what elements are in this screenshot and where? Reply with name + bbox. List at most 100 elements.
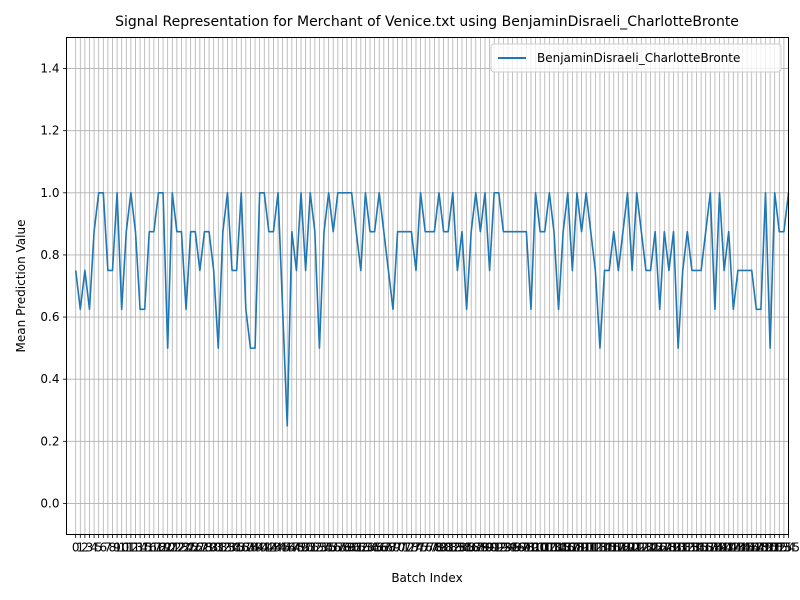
plot-frame: [66, 37, 789, 535]
y-axis: 0.0 0.2 0.4 0.6 0.8 1.0 1.2 1.4: [40, 62, 67, 510]
x-tick-label: 15: [137, 541, 152, 555]
series-layer: [74, 192, 790, 427]
x-tick-label: 136: [690, 541, 713, 555]
x-tick-label: 85: [459, 541, 474, 555]
x-tick-label: 79: [431, 541, 446, 555]
x-tick-label: 135: [685, 541, 708, 555]
x-tick-label: 18: [151, 541, 166, 555]
x-tick-label: 81: [441, 541, 456, 555]
x-tick-label: 112: [579, 541, 602, 555]
x-tick-label: 45: [275, 541, 290, 555]
x-tick-label: 63: [358, 541, 373, 555]
x-tick-label: 64: [362, 541, 377, 555]
x-tick-label: 17: [146, 541, 161, 555]
x-tick-label: 27: [192, 541, 207, 555]
x-tick-label: 23: [174, 541, 189, 555]
x-tick-label: 56: [326, 541, 341, 555]
x-tick-label: 93: [496, 541, 511, 555]
x-tick-label: 117: [602, 541, 625, 555]
x-tick-label: 0: [72, 541, 80, 555]
x-tick-label: 39: [247, 541, 262, 555]
x-tick-label: 60: [344, 541, 359, 555]
x-tick-label: 68: [381, 541, 396, 555]
x-tick-label: 140: [708, 541, 731, 555]
x-tick-label: 55: [321, 541, 336, 555]
x-axis: 0123456789101112131415161718192021222324…: [72, 534, 800, 555]
x-tick-label: 42: [261, 541, 276, 555]
y-tick-label: 1.0: [40, 186, 59, 200]
x-tick-label: 115: [593, 541, 616, 555]
x-tick-label: 47: [284, 541, 299, 555]
x-tick-label: 50: [298, 541, 313, 555]
y-tick-label: 0.4: [40, 372, 59, 386]
x-tick-label: 20: [160, 541, 175, 555]
x-tick-label: 29: [201, 541, 216, 555]
x-tick-label: 26: [188, 541, 203, 555]
x-tick-label: 2: [81, 541, 89, 555]
x-tick-label: 103: [538, 541, 561, 555]
x-tick-label: 61: [349, 541, 364, 555]
x-tick-label: 34: [224, 541, 239, 555]
x-tick-label: 59: [339, 541, 354, 555]
x-tick-label: 86: [464, 541, 479, 555]
x-tick-label: 106: [552, 541, 575, 555]
x-tick-label: 91: [487, 541, 502, 555]
x-tick-label: 100: [524, 541, 547, 555]
x-tick-label: 65: [367, 541, 382, 555]
x-tick-label: 76: [418, 541, 433, 555]
x-tick-label: 144: [726, 541, 749, 555]
x-tick-label: 31: [211, 541, 226, 555]
x-tick-label: 10: [114, 541, 129, 555]
x-tick-label: 118: [607, 541, 630, 555]
x-tick-label: 123: [630, 541, 653, 555]
x-tick-label: 78: [427, 541, 442, 555]
x-tick-label: 84: [454, 541, 469, 555]
x-tick-label: 58: [335, 541, 350, 555]
x-tick-label: 134: [680, 541, 703, 555]
x-tick-label: 132: [671, 541, 694, 555]
x-tick-label: 11: [119, 541, 134, 555]
x-tick-label: 83: [450, 541, 465, 555]
x-tick-label: 35: [229, 541, 244, 555]
x-tick-label: 33: [220, 541, 235, 555]
x-tick-label: 95: [505, 541, 520, 555]
x-tick-label: 52: [307, 541, 322, 555]
x-tick-label: 53: [312, 541, 327, 555]
chart-title: Signal Representation for Merchant of Ve…: [115, 14, 739, 30]
x-tick-label: 74: [408, 541, 423, 555]
x-tick-label: 13: [128, 541, 143, 555]
x-tick-label: 38: [243, 541, 258, 555]
x-tick-label: 14: [132, 541, 147, 555]
x-tick-label: 105: [547, 541, 570, 555]
x-tick-label: 119: [611, 541, 634, 555]
x-tick-label: 129: [657, 541, 680, 555]
x-tick-label: 111: [575, 541, 598, 555]
x-tick-label: 130: [662, 541, 685, 555]
x-tick-label: 46: [280, 541, 295, 555]
x-tick-label: 69: [385, 541, 400, 555]
x-tick-label: 51: [303, 541, 318, 555]
x-tick-label: 97: [514, 541, 529, 555]
x-tick-label: 49: [293, 541, 308, 555]
x-tick-label: 73: [404, 541, 419, 555]
x-tick-label: 54: [316, 541, 331, 555]
x-tick-label: 57: [330, 541, 345, 555]
x-tick-label: 149: [749, 541, 772, 555]
x-tick-label: 19: [155, 541, 170, 555]
x-tick-label: 70: [390, 541, 405, 555]
legend: BenjaminDisraeli_CharlotteBronte: [490, 43, 782, 73]
x-tick-label: 109: [566, 541, 589, 555]
y-tick-label: 0.0: [40, 496, 59, 510]
legend-box: [490, 43, 782, 73]
x-tick-label: 137: [694, 541, 717, 555]
x-tick-label: 110: [570, 541, 593, 555]
x-tick-label: 122: [625, 541, 648, 555]
x-tick-label: 98: [519, 541, 534, 555]
x-tick-label: 154: [772, 541, 795, 555]
x-tick-label: 139: [703, 541, 726, 555]
x-tick-label: 155: [777, 541, 800, 555]
x-tick-label: 90: [482, 541, 497, 555]
x-tick-label: 124: [634, 541, 657, 555]
